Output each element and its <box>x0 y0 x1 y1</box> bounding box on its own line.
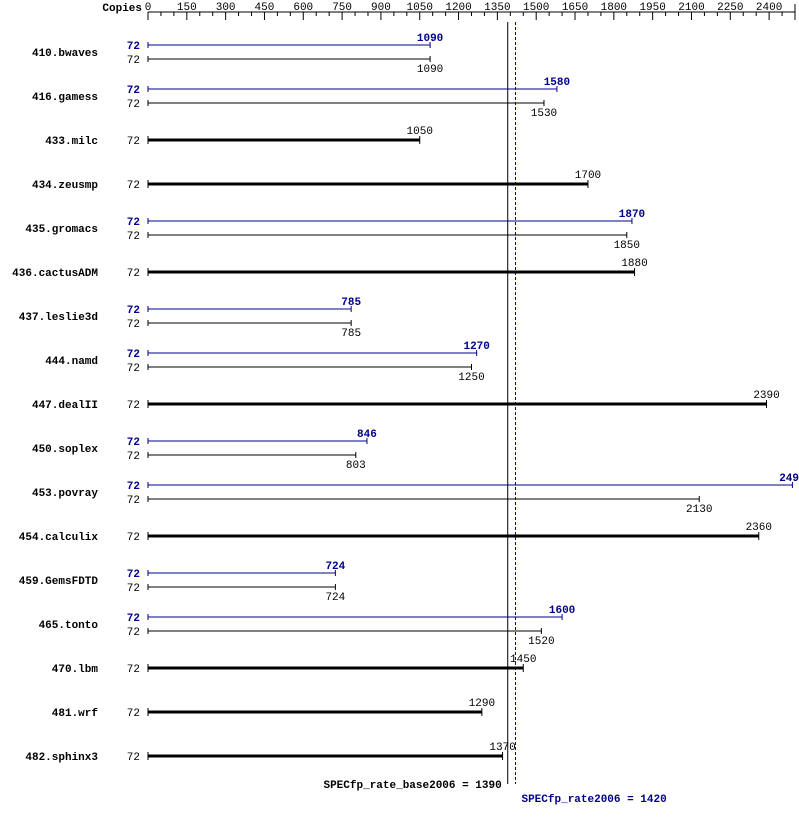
x-axis-tick-label: 2250 <box>717 2 743 14</box>
copies-peak: 72 <box>127 41 140 53</box>
x-axis-tick-label: 1650 <box>562 2 588 14</box>
copies-base: 72 <box>127 532 140 544</box>
benchmark-name: 447.dealII <box>32 400 98 412</box>
value-base: 1850 <box>614 240 640 252</box>
value-peak: 1580 <box>544 77 570 89</box>
chart-svg: 0 150 300 450 600 750 900 1050 1200 1350 1500 1650 1… <box>0 0 799 831</box>
copies-base: 72 <box>127 664 140 676</box>
value-base: 803 <box>346 460 366 472</box>
x-axis-tick-label: 750 <box>332 2 352 14</box>
value-peak: 1600 <box>549 605 575 617</box>
benchmark-name: 481.wrf <box>52 708 99 720</box>
benchmark-name: 435.gromacs <box>25 224 98 236</box>
value-base: 1090 <box>417 64 443 76</box>
benchmark-name: 437.leslie3d <box>19 312 98 324</box>
x-axis-tick-label: 1500 <box>523 2 549 14</box>
value-base: 1050 <box>407 126 433 138</box>
value-base: 1450 <box>510 654 536 666</box>
copies-base: 72 <box>127 136 140 148</box>
benchmark-name: 470.lbm <box>52 664 99 676</box>
value-base: 2390 <box>753 390 779 402</box>
copies-peak: 72 <box>127 569 140 581</box>
value-base: 1290 <box>469 698 495 710</box>
copies-base: 72 <box>127 583 140 595</box>
copies-peak: 72 <box>127 305 140 317</box>
x-axis-tick-label: 300 <box>216 2 236 14</box>
value-base: 1250 <box>458 372 484 384</box>
benchmark-name: 465.tonto <box>39 620 99 632</box>
value-base: 2360 <box>746 522 772 534</box>
value-peak: 1090 <box>417 33 443 45</box>
value-peak: 846 <box>357 429 377 441</box>
benchmark-name: 444.namd <box>45 356 98 368</box>
value-base: 724 <box>325 592 345 604</box>
benchmark-name: 416.gamess <box>32 92 98 104</box>
value-base: 785 <box>341 328 361 340</box>
benchmark-name: 453.povray <box>32 488 98 500</box>
copies-base: 72 <box>127 627 140 639</box>
value-peak: 1870 <box>619 209 645 221</box>
value-peak: 1270 <box>463 341 489 353</box>
copies-peak: 72 <box>127 349 140 361</box>
copies-base: 72 <box>127 231 140 243</box>
benchmark-name: 459.GemsFDTD <box>19 576 99 588</box>
copies-base: 72 <box>127 708 140 720</box>
x-axis-tick-label: 450 <box>255 2 275 14</box>
x-axis-tick-label: 900 <box>371 2 391 14</box>
copies-base: 72 <box>127 319 140 331</box>
copies-peak: 72 <box>127 217 140 229</box>
copies-base: 72 <box>127 55 140 67</box>
x-axis-tick-label: 0 <box>145 2 152 14</box>
copies-peak: 72 <box>127 481 140 493</box>
value-peak: 785 <box>341 297 361 309</box>
copies-base: 72 <box>127 400 140 412</box>
copies-peak: 72 <box>127 437 140 449</box>
value-base: 1880 <box>621 258 647 270</box>
copies-base: 72 <box>127 180 140 192</box>
benchmark-name: 410.bwaves <box>32 48 98 60</box>
benchmark-name: 482.sphinx3 <box>25 752 98 764</box>
benchmark-name: 433.milc <box>45 136 98 148</box>
value-base: 1520 <box>528 636 554 648</box>
x-axis-tick-label: 1350 <box>484 2 510 14</box>
copies-base: 72 <box>127 363 140 375</box>
benchmark-name: 450.soplex <box>32 444 98 456</box>
spec-benchmark-chart: 0 150 300 450 600 750 900 1050 1200 1350 1500 1650 1… <box>0 0 799 831</box>
value-base: 1370 <box>489 742 515 754</box>
copies-base: 72 <box>127 268 140 280</box>
refline-base-label: SPECfp_rate_base2006 = 1390 <box>323 780 501 792</box>
x-axis-tick-label: 1950 <box>639 2 665 14</box>
x-axis-tick-label: 1050 <box>407 2 433 14</box>
benchmark-name: 454.calculix <box>19 532 99 544</box>
x-axis-tick-label: 600 <box>293 2 313 14</box>
refline-peak-label: SPECfp_rate2006 = 1420 <box>521 794 666 806</box>
copies-header: Copies <box>102 3 142 15</box>
benchmark-name: 436.cactusADM <box>12 268 98 280</box>
copies-base: 72 <box>127 752 140 764</box>
copies-peak: 72 <box>127 85 140 97</box>
copies-base: 72 <box>127 451 140 463</box>
x-axis-tick-label: 1800 <box>601 2 627 14</box>
x-axis-tick-label: 150 <box>177 2 197 14</box>
value-peak: 2490 <box>779 473 799 485</box>
copies-peak: 72 <box>127 613 140 625</box>
copies-base: 72 <box>127 99 140 111</box>
x-axis-tick-label: 2100 <box>678 2 704 14</box>
x-axis-tick-label: 1200 <box>445 2 471 14</box>
value-peak: 724 <box>325 561 345 573</box>
x-axis-tick-label: 2400 <box>756 2 782 14</box>
value-base: 1700 <box>575 170 601 182</box>
benchmark-name: 434.zeusmp <box>32 180 98 192</box>
value-base: 2130 <box>686 504 712 516</box>
copies-base: 72 <box>127 495 140 507</box>
value-base: 1530 <box>531 108 557 120</box>
